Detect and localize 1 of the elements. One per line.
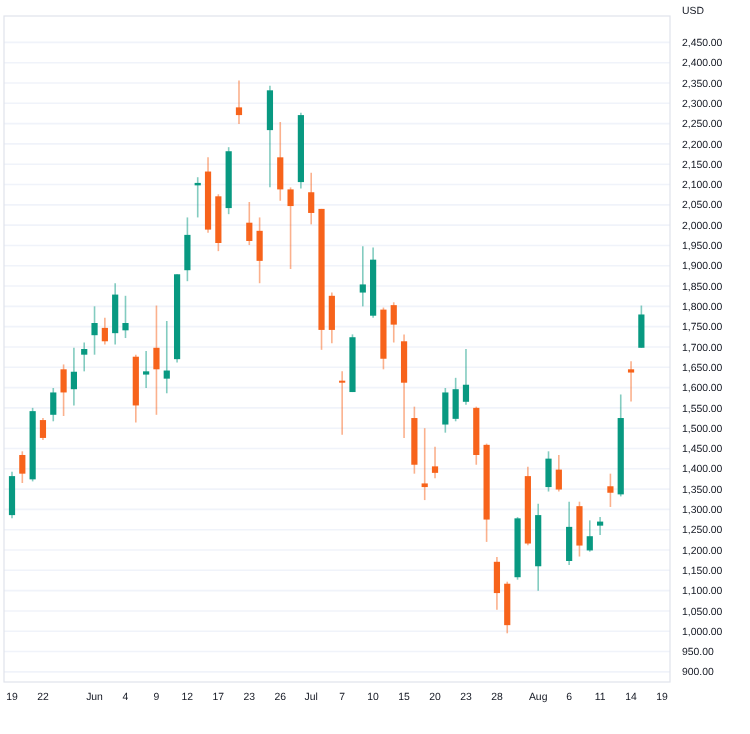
candlestick — [597, 516, 604, 536]
